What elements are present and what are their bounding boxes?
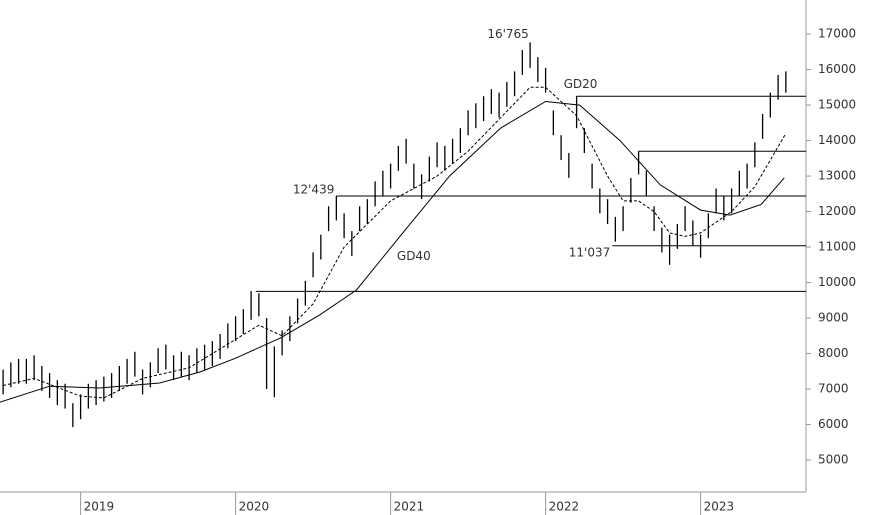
y-tick-label: 6000	[818, 417, 849, 431]
moving-average	[0, 100, 785, 403]
ma-label: GD20	[564, 77, 598, 91]
y-tick-label: 5000	[818, 453, 849, 467]
y-tick-label: 11000	[818, 240, 856, 254]
level-label: 12'439	[293, 182, 334, 196]
x-tick-label: 2021	[394, 500, 425, 514]
y-tick-label: 7000	[818, 382, 849, 396]
y-tick-label: 10000	[818, 275, 856, 289]
y-tick-label: 12000	[818, 204, 856, 218]
y-tick-label: 17000	[818, 27, 856, 41]
ma-label: GD40	[397, 249, 431, 263]
x-tick-label: 2023	[704, 500, 735, 514]
x-tick-label: 2019	[84, 500, 115, 514]
y-tick-label: 16000	[818, 62, 856, 76]
y-tick-label: 8000	[818, 346, 849, 360]
x-tick-label: 2020	[239, 500, 270, 514]
y-tick-label: 15000	[818, 98, 856, 112]
y-tick-label: 14000	[818, 133, 856, 147]
x-tick-label: 2022	[549, 500, 580, 514]
y-tick-label: 9000	[818, 311, 849, 325]
annotation: 16'765	[487, 27, 528, 41]
y-tick-label: 13000	[818, 169, 856, 183]
level-label: 11'037	[569, 245, 610, 259]
